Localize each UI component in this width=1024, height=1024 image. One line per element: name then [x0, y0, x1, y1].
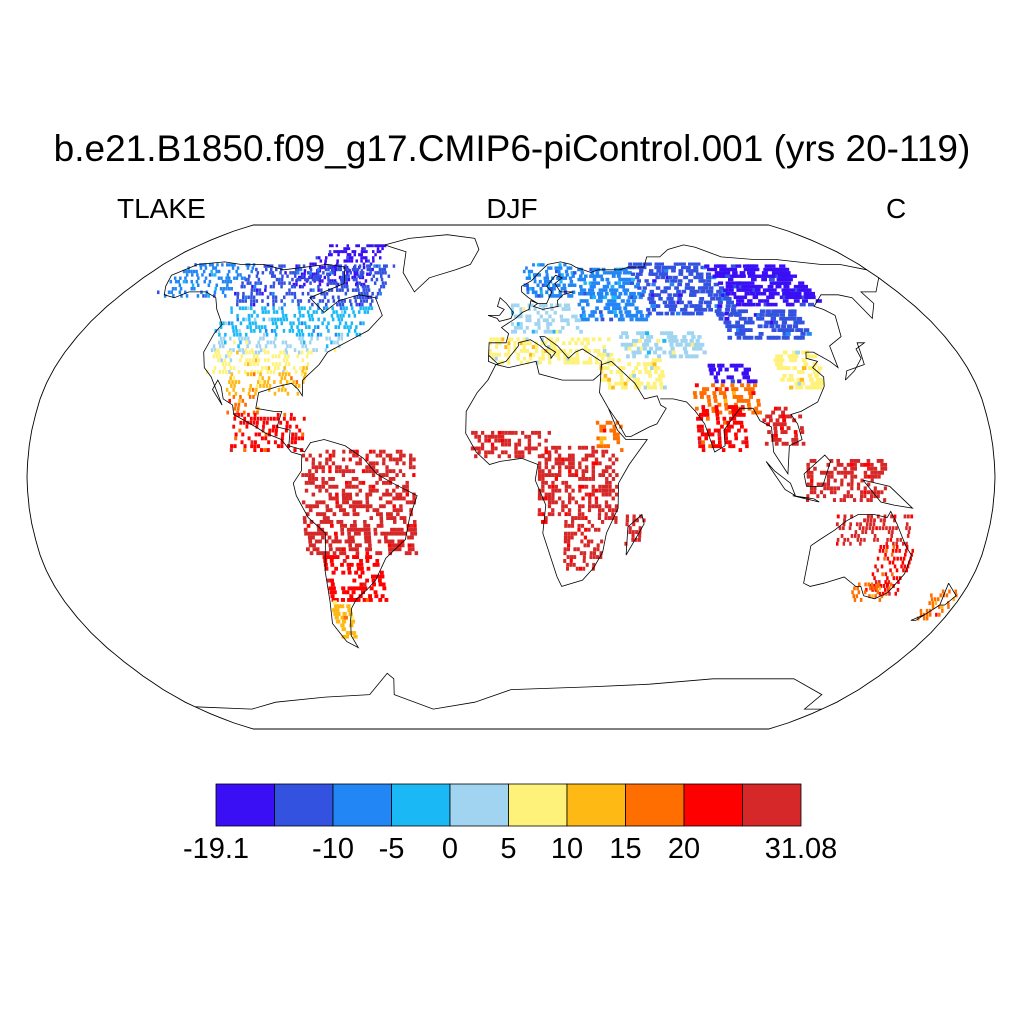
- region-australia-south: [851, 582, 893, 602]
- colorbar-swatch: [742, 783, 802, 827]
- region-europe-central: [511, 303, 583, 334]
- map-outline: [26, 224, 996, 730]
- colorbar-tick-label: 0: [441, 833, 459, 865]
- region-central-africa: [537, 445, 619, 524]
- region-south-america-south: [322, 555, 389, 602]
- region-east-africa-north: [595, 420, 624, 452]
- colorbar-swatch: [566, 783, 626, 827]
- colorbar: [215, 783, 802, 827]
- colorbar-tick-label: 10: [550, 833, 584, 865]
- region-russia-west: [570, 267, 650, 322]
- colorbar-tick-label: 20: [667, 833, 701, 865]
- coastline: [163, 234, 957, 710]
- colorbar-tick-label: 15: [609, 833, 642, 865]
- colorbar-tick-label: -5: [378, 833, 405, 865]
- variable-label: TLAKE: [117, 193, 206, 224]
- region-alaska: [157, 263, 256, 298]
- region-southern-africa: [563, 523, 604, 571]
- region-us-north: [210, 336, 343, 353]
- region-southeast-asia: [762, 406, 806, 446]
- units-label: C: [886, 193, 907, 224]
- season-label: DJF: [486, 193, 538, 224]
- region-canada-south: [214, 306, 374, 337]
- colorbar-swatch: [215, 783, 275, 827]
- region-south-america: [301, 449, 419, 556]
- colorbar-swatch: [332, 783, 392, 827]
- region-indonesia: [806, 459, 888, 502]
- colorbar-tick-label: -10: [312, 833, 354, 865]
- colorbar-swatch: [274, 783, 334, 827]
- colorbar-swatch: [449, 783, 509, 827]
- colorbar-swatch: [683, 783, 743, 827]
- region-us-mid: [206, 350, 313, 374]
- region-canada-north: [234, 264, 396, 307]
- lake-temperature-field: [157, 244, 958, 639]
- region-siberia-west: [627, 262, 738, 316]
- colorbar-tick-label: 31.08: [764, 833, 838, 865]
- region-south-asia: [692, 383, 762, 415]
- region-us-south: [225, 372, 307, 396]
- region-australia-east: [865, 545, 914, 596]
- plot-title: b.e21.B1850.f09_g17.CMIP6-piControl.001 …: [53, 128, 971, 169]
- colorbar-swatch: [625, 783, 685, 827]
- region-tibet: [707, 363, 758, 384]
- region-scandinavia: [522, 263, 577, 298]
- region-central-asia: [619, 331, 707, 359]
- region-china-east: [773, 350, 825, 390]
- region-central-america: [229, 412, 306, 452]
- region-middle-east: [599, 358, 667, 390]
- region-australia-north: [835, 514, 914, 546]
- colorbar-tick-label: -19.1: [182, 833, 250, 865]
- region-mongolia: [714, 309, 812, 340]
- region-west-africa: [470, 430, 552, 459]
- region-madagascar: [624, 514, 646, 546]
- colorbar-swatch: [391, 783, 451, 827]
- colorbar-swatch: [508, 783, 568, 827]
- region-patagonia: [332, 600, 358, 639]
- region-siberia-east: [704, 264, 822, 307]
- colorbar-tick-label: 5: [500, 833, 517, 865]
- region-india: [696, 405, 749, 452]
